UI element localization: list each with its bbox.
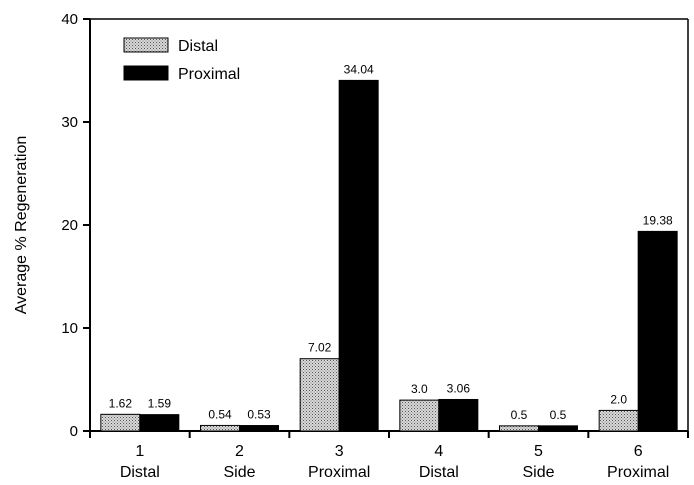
category-label: Side bbox=[522, 464, 554, 481]
category-number: 1 bbox=[135, 443, 144, 460]
category-number: 4 bbox=[434, 443, 443, 460]
data-label-distal: 1.62 bbox=[109, 396, 133, 410]
bar-distal-4 bbox=[399, 399, 440, 432]
legend-swatch-proximal bbox=[123, 65, 169, 81]
legend-label-distal: Distal bbox=[178, 38, 218, 55]
bar-distal-6 bbox=[598, 409, 639, 432]
legend: Distal Proximal bbox=[123, 37, 240, 83]
bar-proximal-4 bbox=[438, 398, 479, 432]
category-label: Side bbox=[223, 464, 255, 481]
data-label-distal: 0.5 bbox=[511, 408, 528, 422]
category-label: Proximal bbox=[607, 464, 669, 481]
category-number: 3 bbox=[335, 443, 344, 460]
x-axis-ticks bbox=[89, 431, 689, 438]
y-axis-ticks: 0 10 20 30 40 bbox=[61, 11, 90, 440]
data-label-proximal: 0.53 bbox=[247, 408, 271, 422]
category-number: 6 bbox=[634, 443, 643, 460]
legend-label-proximal: Proximal bbox=[178, 66, 240, 83]
y-axis-title: Average % Regeneration bbox=[13, 136, 30, 315]
y-tick-label: 0 bbox=[70, 423, 78, 440]
bar-distal-3 bbox=[299, 358, 340, 432]
data-label-distal: 3.0 bbox=[411, 382, 428, 396]
bar-proximal-3 bbox=[338, 79, 379, 432]
category-label: Distal bbox=[419, 464, 459, 481]
category-number: 5 bbox=[534, 443, 543, 460]
data-label-proximal: 0.5 bbox=[550, 408, 567, 422]
y-tick-label: 10 bbox=[61, 320, 78, 337]
data-label-proximal: 1.59 bbox=[148, 397, 172, 411]
bar-distal-1 bbox=[100, 413, 141, 432]
bars bbox=[100, 79, 678, 432]
data-label-distal: 7.02 bbox=[308, 341, 332, 355]
y-tick-label: 30 bbox=[61, 114, 78, 131]
data-label-proximal: 19.38 bbox=[643, 213, 673, 227]
category-number: 2 bbox=[235, 443, 244, 460]
bar-proximal-5 bbox=[538, 425, 578, 432]
bar-distal-5 bbox=[499, 425, 539, 432]
data-label-distal: 2.0 bbox=[610, 392, 627, 406]
category-label: Distal bbox=[120, 464, 160, 481]
bar-proximal-2 bbox=[239, 425, 279, 432]
y-tick-label: 40 bbox=[61, 11, 78, 28]
y-tick-label: 20 bbox=[61, 217, 78, 234]
bar-distal-2 bbox=[200, 424, 240, 432]
category-label: Proximal bbox=[308, 464, 370, 481]
data-label-proximal: 3.06 bbox=[447, 381, 471, 395]
data-labels: 1.62 1.59 0.54 0.53 7.02 34.04 3.0 3.06 0.5 0.5 2.… bbox=[109, 62, 673, 421]
bar-proximal-6 bbox=[637, 230, 678, 432]
bar-proximal-1 bbox=[139, 414, 180, 432]
data-label-distal: 0.54 bbox=[208, 407, 232, 421]
data-label-proximal: 34.04 bbox=[344, 62, 374, 76]
category-labels: 1 Distal 2 Side 3 Proximal 4 Distal 5 Side 6 Proxim… bbox=[120, 443, 669, 481]
legend-swatch-distal bbox=[123, 37, 169, 53]
